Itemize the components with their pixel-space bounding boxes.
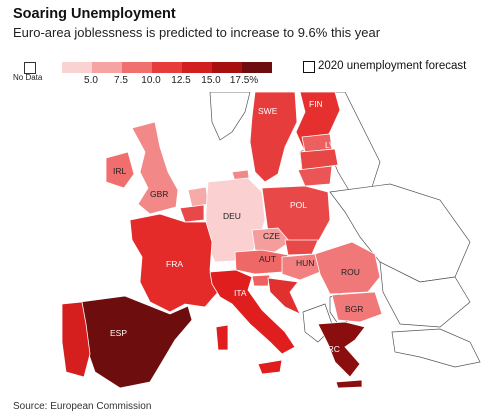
country-svn xyxy=(251,274,271,287)
label-pol: POL xyxy=(290,200,307,210)
label-cze: CZE xyxy=(263,231,280,241)
country-ita-sardinia xyxy=(215,324,229,351)
scale-swatch xyxy=(212,62,242,73)
country-lva xyxy=(299,148,339,171)
country-ita-sicily xyxy=(257,359,283,375)
scale-swatch xyxy=(62,62,92,73)
country-esp xyxy=(79,295,193,389)
color-scale-bar xyxy=(62,62,272,73)
label-irl: IRL xyxy=(113,166,127,176)
scale-tick: 7.5 xyxy=(114,75,128,86)
scale-swatch xyxy=(152,62,182,73)
no-data-label: No Data xyxy=(13,73,43,82)
label-ita: ITA xyxy=(234,288,247,298)
country-hun xyxy=(281,253,321,281)
label-lva: LVA xyxy=(325,140,340,150)
country-ita xyxy=(209,269,296,355)
label-deu: DEU xyxy=(223,211,241,221)
country-ltu xyxy=(297,165,333,187)
label-fin: FIN xyxy=(309,99,323,109)
country-fra xyxy=(129,213,219,313)
scale-tick: 17.5% xyxy=(229,75,259,86)
label-bgr: BGR xyxy=(345,304,363,314)
country-svk xyxy=(284,239,319,256)
country-grc xyxy=(317,321,366,378)
label-grc: GRC xyxy=(321,344,340,354)
legend: No Data 5.0 7.5 10.0 12.5 15.0 17.5% 202… xyxy=(0,0,500,100)
no-data-swatch xyxy=(24,62,36,74)
country-gbr xyxy=(131,121,179,215)
label-esp: ESP xyxy=(110,328,127,338)
scale-tick: 12.5 xyxy=(171,75,191,86)
chart-title: Soaring Unemployment xyxy=(13,6,176,22)
label-rou: ROU xyxy=(341,267,360,277)
scale-tick: 15.0 xyxy=(201,75,221,86)
scale-swatch xyxy=(92,62,122,73)
scale-swatch xyxy=(242,62,272,73)
country-prt xyxy=(61,301,91,378)
country-rou xyxy=(314,241,381,295)
label-swe: SWE xyxy=(258,106,278,116)
country-hrv xyxy=(267,277,301,315)
source-note: Source: European Commission xyxy=(13,401,152,412)
country-irl xyxy=(105,151,135,189)
forecast-swatch xyxy=(303,61,315,73)
country-cze xyxy=(251,227,291,253)
label-hun: HUN xyxy=(296,258,314,268)
country-bgr xyxy=(331,291,383,323)
country-grc-crete xyxy=(335,379,363,389)
chart-subtitle: Euro-area joblessness is predicted to in… xyxy=(13,25,381,40)
scale-swatch xyxy=(122,62,152,73)
label-fra: FRA xyxy=(166,259,183,269)
country-nld xyxy=(187,186,209,208)
scale-swatch xyxy=(182,62,212,73)
label-gbr: GBR xyxy=(150,189,168,199)
country-bel xyxy=(179,204,205,223)
scale-tick: 5.0 xyxy=(84,75,98,86)
europe-map: FIN SWE LVA IRL GBR DEU POL CZE FRA AUT … xyxy=(61,92,481,389)
country-swe xyxy=(249,92,298,183)
forecast-label: 2020 unemployment forecast xyxy=(318,60,467,72)
scale-tick: 10.0 xyxy=(141,75,161,86)
label-aut: AUT xyxy=(259,254,276,264)
